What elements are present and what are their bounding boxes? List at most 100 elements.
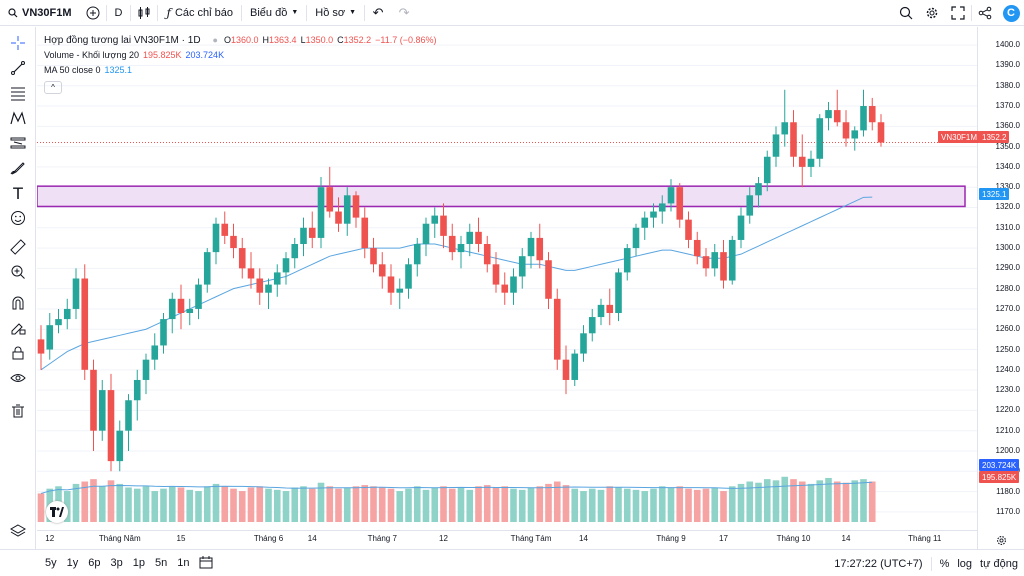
volume-bar — [457, 487, 465, 522]
range-button-5y[interactable]: 5y — [45, 557, 57, 569]
volume-bar — [833, 481, 841, 522]
interval-button[interactable]: D — [107, 0, 131, 26]
candle-body — [282, 258, 290, 273]
volume-bar — [790, 479, 797, 522]
price-chart[interactable] — [37, 27, 977, 549]
range-button-5n[interactable]: 5n — [155, 557, 168, 569]
divider — [105, 4, 107, 21]
volume-bar — [291, 487, 299, 522]
indicators-button[interactable]: ƒ Các chỉ báo — [158, 0, 241, 26]
price-axis-label: 1330.0 — [995, 182, 1020, 192]
price-axis-label: 1270.0 — [995, 303, 1020, 313]
indicators-label: Các chỉ báo — [174, 6, 234, 19]
volume-bar — [326, 486, 334, 522]
chevron-down-icon: ▼ — [291, 9, 299, 16]
high-value: 1363.4 — [269, 35, 297, 45]
axis-settings-button[interactable] — [994, 533, 1008, 547]
candle-body — [142, 359, 150, 380]
share-button[interactable] — [972, 0, 998, 26]
bottom-toolbar: 5y 1y 6p 3p 1p 5n 1n 17:27:22 (UTC+7) % log tự… — [0, 549, 1024, 576]
lock-drawing-tool[interactable] — [6, 318, 30, 338]
candle-body — [860, 106, 867, 131]
candle-body — [230, 235, 237, 249]
volume-bar — [518, 489, 526, 522]
text-icon: T — [13, 183, 23, 203]
volume-bar — [501, 486, 509, 522]
candle-body — [553, 298, 561, 360]
range-button-1n[interactable]: 1n — [177, 557, 190, 569]
auto-toggle[interactable]: tự động — [980, 557, 1018, 570]
brush-tool[interactable] — [6, 158, 30, 178]
fib-tool[interactable] — [6, 83, 30, 103]
candle-body — [676, 187, 684, 220]
candle-body — [790, 122, 797, 157]
candle-body — [55, 319, 62, 326]
ruler-tool[interactable] — [6, 237, 30, 257]
add-symbol-button[interactable] — [80, 0, 106, 26]
range-button-3p[interactable]: 3p — [110, 557, 123, 569]
text-tool[interactable]: T — [6, 183, 30, 203]
volume-bar — [440, 486, 447, 522]
legend-collapse-button[interactable]: ^ — [44, 81, 62, 94]
magnet-tool[interactable] — [6, 293, 30, 313]
candle-body — [466, 231, 474, 245]
range-button-1p[interactable]: 1p — [132, 557, 145, 569]
percent-toggle[interactable]: % — [939, 557, 950, 570]
price-axis-label: 1180.0 — [996, 486, 1020, 496]
candle-body — [396, 288, 404, 293]
price-axis-label: 1260.0 — [995, 324, 1020, 334]
smiley-icon — [11, 211, 25, 225]
high-label: H — [262, 35, 270, 45]
volume-bar — [588, 488, 596, 522]
volume-bar — [781, 476, 789, 522]
date-range-button[interactable] — [199, 555, 213, 572]
trendline-tool[interactable] — [6, 58, 30, 78]
volume-bar — [868, 481, 876, 522]
price-axis[interactable]: 1400.0 1390.0 1380.0 1370.0 1360.0 1350.0 1340… — [977, 27, 1024, 549]
ma-value: 1325.1 — [104, 65, 133, 75]
lock-tool[interactable] — [6, 343, 30, 363]
volume-bar — [737, 483, 745, 522]
candle-body — [335, 211, 342, 224]
trash-icon — [12, 404, 24, 418]
candle-body — [658, 203, 666, 212]
range-button-6p[interactable]: 6p — [88, 557, 101, 569]
profile-menu-button[interactable]: Hồ sơ ▼ — [307, 0, 364, 26]
volume-bar — [81, 481, 89, 522]
volume-bar — [160, 488, 167, 522]
pattern-tool[interactable] — [6, 108, 30, 128]
candle-body — [422, 223, 430, 245]
time-axis[interactable]: 12 Tháng Năm 15 Tháng 6 14 Tháng 7 12 Tháng Tám… — [37, 530, 977, 549]
forecast-tool[interactable] — [6, 133, 30, 153]
range-button-1y[interactable]: 1y — [66, 557, 79, 569]
delete-drawings-tool[interactable] — [6, 401, 30, 421]
gear-icon — [926, 7, 938, 19]
undo-button[interactable]: ↶ — [365, 0, 391, 26]
volume-bar — [667, 487, 675, 522]
candle-body — [212, 223, 220, 253]
layers-tool[interactable] — [6, 521, 30, 541]
chart-type-button[interactable] — [131, 0, 157, 26]
candle-body — [588, 317, 596, 334]
settings-button[interactable] — [919, 0, 945, 26]
symbol-search[interactable]: VN30F1M — [0, 0, 80, 26]
last-price-tag: 1352.2 — [979, 131, 1010, 143]
crosshair-tool[interactable] — [6, 33, 30, 53]
clock-timezone[interactable]: 17:27:22 (UTC+7) — [834, 557, 923, 570]
quick-search-button[interactable] — [893, 0, 919, 26]
chevron-down-icon: ▼ — [349, 9, 357, 16]
candle-body — [737, 215, 745, 240]
candle-body — [492, 264, 500, 285]
volume-value: 195.825K — [142, 50, 182, 60]
visibility-tool[interactable] — [6, 368, 30, 388]
fullscreen-button[interactable] — [945, 0, 971, 26]
chart-menu-button[interactable]: Biểu đồ ▼ — [242, 0, 306, 26]
volume-bar — [755, 482, 762, 522]
candle-body — [763, 156, 771, 184]
volume-bar — [597, 489, 605, 522]
log-toggle[interactable]: log — [957, 557, 973, 570]
zoom-in-tool[interactable] — [6, 262, 30, 282]
emoji-tool[interactable] — [6, 208, 30, 228]
redo-button[interactable]: ↷ — [391, 0, 417, 26]
price-axis-label: 1310.0 — [995, 222, 1020, 232]
